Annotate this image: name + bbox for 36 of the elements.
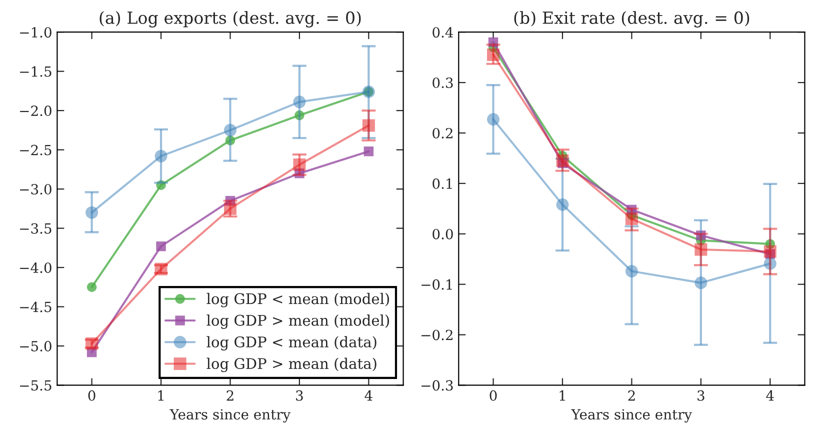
y-tick-label: 0.1: [432, 178, 452, 189]
x-tick-label: 4: [766, 390, 774, 401]
y-tick-label: −0.2: [422, 330, 452, 340]
legend-label: log GDP > mean (model): [206, 314, 389, 329]
x-axis-title: Years since entry: [170, 409, 291, 422]
x-tick-label: 1: [560, 390, 565, 401]
legend-label: log GDP < mean (data): [206, 336, 376, 350]
y-tick-label: −5.5: [20, 380, 52, 391]
x-tick-label: 2: [226, 390, 234, 401]
y-tick-label: −4.0: [20, 262, 52, 273]
x-tick-label: 4: [364, 390, 372, 401]
y-tick-label: 0.2: [432, 128, 452, 138]
y-tick-label: −3.5: [20, 223, 52, 234]
x-tick-label: 0: [490, 390, 497, 401]
y-tick-label: −3.0: [20, 184, 52, 195]
y-tick-label: −2.5: [20, 144, 52, 156]
legend-label: log GDP > mean (data): [206, 358, 376, 372]
y-tick-label: −2.0: [20, 106, 52, 116]
y-tick-label: −0.3: [422, 380, 453, 391]
chart-title: (a) Log exports (dest. avg. = 0): [100, 11, 361, 28]
x-tick-label: 3: [296, 390, 303, 401]
y-tick-label: −4.5: [20, 302, 52, 312]
y-tick-label: −0.1: [422, 279, 452, 290]
y-tick-label: −5.0: [20, 340, 52, 352]
x-axis-title: Years since entry: [571, 409, 692, 422]
y-tick-label: −1.0: [20, 27, 52, 38]
x-tick-label: 2: [628, 390, 635, 401]
x-tick-label: 0: [88, 390, 96, 401]
x-tick-label: 3: [698, 390, 704, 401]
y-tick-label: 0.4: [432, 27, 454, 38]
legend-label: log GDP < mean (model): [206, 292, 389, 308]
chart-title: (b) Exit rate (dest. avg. = 0): [514, 11, 750, 28]
x-tick-label: 1: [158, 390, 164, 401]
y-tick-label: 0.0: [432, 228, 453, 240]
y-tick-label: 0.3: [432, 78, 453, 88]
y-tick-label: −1.5: [20, 66, 52, 77]
